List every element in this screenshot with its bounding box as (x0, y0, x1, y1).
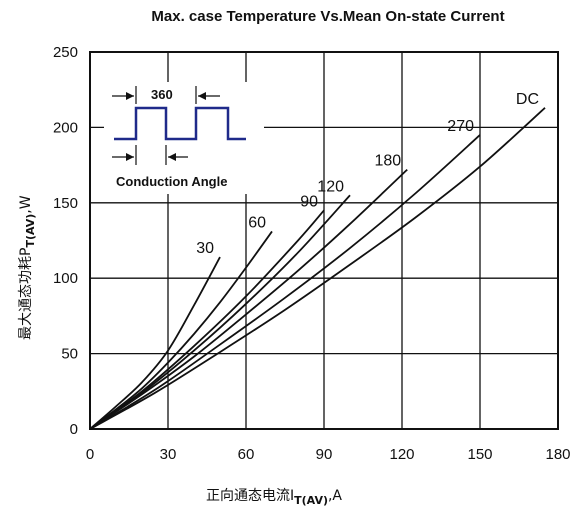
series-label-180: 180 (374, 153, 401, 170)
series-line-180 (89, 168, 408, 430)
y-tick-label: 150 (53, 195, 78, 212)
inset-arrow-bottom-right (168, 153, 176, 161)
y-tick-label: 200 (53, 119, 78, 136)
x-tick-label: 0 (86, 446, 94, 463)
chart-title: Max. case Temperature Vs.Mean On-state C… (151, 8, 505, 25)
series-label-dc: DC (516, 91, 539, 108)
y-tick-label: 50 (61, 346, 78, 363)
series-line-270 (89, 134, 481, 430)
y-tick-label: 0 (70, 421, 78, 438)
series-lines (89, 107, 546, 430)
y-tick-label: 250 (53, 44, 78, 61)
plot-frame (89, 51, 559, 430)
inset-arrow-top-right (198, 92, 206, 100)
x-tick-labels: 0 30 60 90 120 150 180 (86, 446, 571, 463)
series-label-60: 60 (248, 214, 266, 231)
x-axis-label: 正向通态电流IT(AV),A (206, 488, 342, 507)
inset-caption: Conduction Angle (116, 174, 227, 189)
series-label-30: 30 (196, 240, 214, 257)
x-tick-label: 180 (545, 446, 570, 463)
axes (89, 51, 559, 430)
series-line-120 (89, 194, 351, 430)
x-tick-label: 30 (160, 446, 177, 463)
inset-arrow-top-left (126, 92, 134, 100)
inset-waveform (114, 106, 246, 141)
x-tick-label: 90 (316, 446, 333, 463)
series-line-90 (89, 209, 325, 430)
series-line-dc (89, 107, 546, 430)
series-label-270: 270 (447, 118, 474, 135)
series-line-30 (89, 256, 221, 430)
x-tick-label: 60 (238, 446, 255, 463)
x-tick-label: 150 (467, 446, 492, 463)
conduction-angle-inset: 360 Conduction Angle (104, 82, 264, 194)
y-tick-labels: 0 50 100 150 200 250 (53, 44, 78, 438)
y-tick-label: 100 (53, 270, 78, 287)
inset-angle-label: 360 (151, 87, 173, 102)
series-label-90: 90 (300, 193, 318, 210)
series-line-60 (89, 230, 273, 430)
inset-arrow-bottom-left (126, 153, 134, 161)
x-tick-label: 120 (389, 446, 414, 463)
series-label-120: 120 (317, 178, 344, 195)
y-axis-label: 最大通态功耗PT(AV),W (18, 195, 37, 340)
